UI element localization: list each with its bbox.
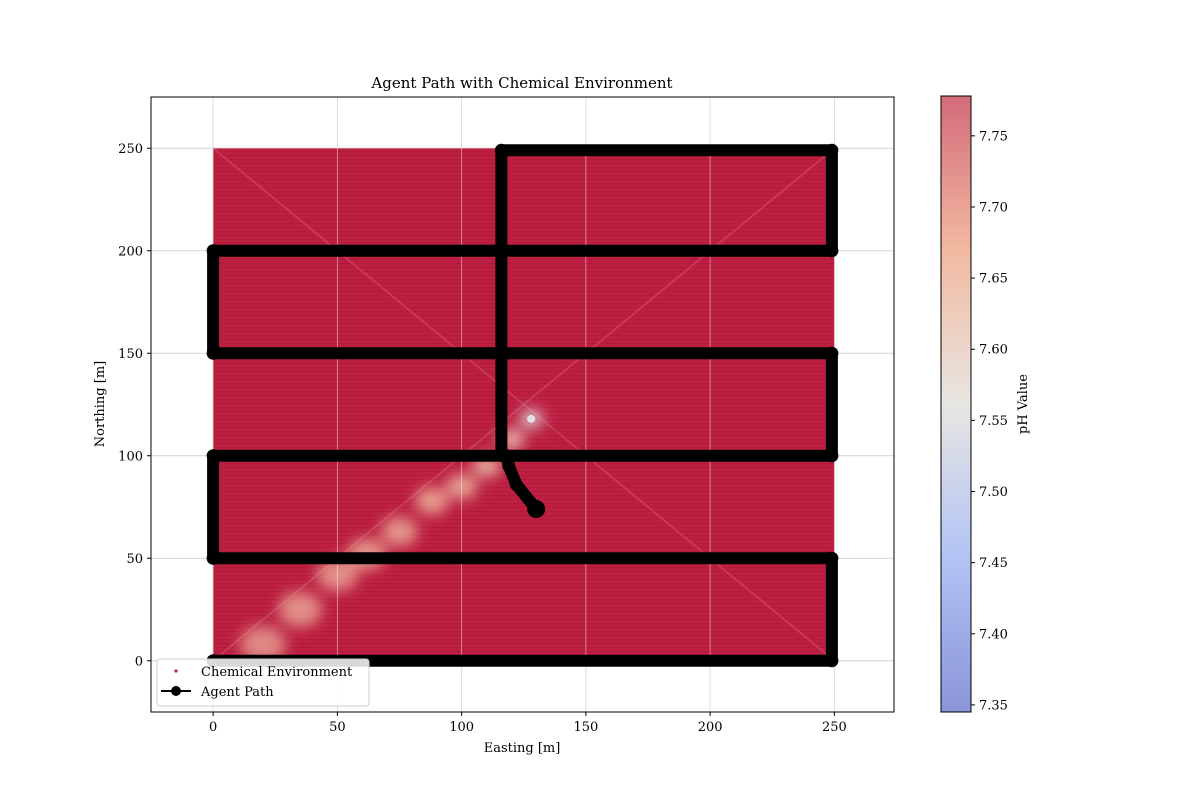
x-tick-label: 100: [449, 720, 474, 735]
x-tick-label: 200: [698, 720, 723, 735]
colorbar-tick-label: 7.50: [979, 485, 1008, 500]
colorbar-ticks: 7.35 7.40 7.45 7.50 7.55 7.60 7.65 7.70 7.75: [971, 129, 1008, 713]
y-tick-label: 150: [118, 347, 143, 362]
agent-path-point: [825, 551, 839, 565]
colorbar-label: pH Value: [1016, 374, 1031, 434]
agent-path-point: [825, 244, 839, 258]
plot-frame: [150, 96, 895, 713]
agent-path-point: [494, 346, 508, 360]
plume-sample: [278, 592, 322, 627]
chart-title: Agent Path with Chemical Environment: [370, 74, 672, 92]
colorbar-tick-label: 7.35: [979, 698, 1008, 713]
agent-path-point: [206, 551, 220, 565]
colorbar: [940, 95, 972, 713]
agent-path-layer: [206, 143, 839, 668]
y-tick-label: 100: [118, 449, 143, 464]
legend: Chemical Environment Agent Path: [156, 658, 370, 707]
plume-sample: [414, 487, 449, 515]
y-tick-label: 0: [135, 654, 143, 669]
legend-marker-agent-path: [171, 686, 181, 696]
legend-box: [156, 658, 370, 707]
x-tick-label: 150: [573, 720, 598, 735]
agent-path-point: [206, 346, 220, 360]
agent-path-point: [502, 459, 516, 473]
x-axis-label: Easting [m]: [484, 741, 561, 756]
legend-marker-environment: [174, 669, 178, 673]
x-tick-label: 250: [822, 720, 847, 735]
plume-sample: [381, 517, 418, 547]
y-tick-label: 250: [118, 142, 143, 157]
field-diagonal: [212, 147, 835, 662]
legend-label-agent-path: Agent Path: [200, 685, 274, 700]
agent-path-point: [494, 244, 508, 258]
field-diagonal: [212, 147, 835, 662]
colorbar-tick-label: 7.55: [979, 414, 1008, 429]
agent-path-point: [509, 477, 523, 491]
agent-path-point: [825, 449, 839, 463]
y-axis-label: Northing [m]: [93, 361, 108, 447]
colorbar-tick-label: 7.45: [979, 556, 1008, 571]
agent-path-point: [494, 143, 508, 157]
agent-path-point: [206, 244, 220, 258]
agent-path-point: [206, 449, 220, 463]
agent-path-point: [825, 346, 839, 360]
agent-path-point: [825, 143, 839, 157]
chemical-environment-layer: [212, 147, 835, 663]
chemical-field: [213, 148, 835, 661]
colorbar-tick-label: 7.40: [979, 627, 1008, 642]
plume-sample: [239, 625, 286, 663]
x-tick-label: 0: [209, 720, 217, 735]
colorbar-tick-label: 7.65: [979, 272, 1008, 287]
x-tick-label: 50: [329, 720, 346, 735]
y-axis-ticks: 0 50 100 150 200 250: [118, 142, 151, 669]
y-tick-label: 200: [118, 244, 143, 259]
colorbar-tick-label: 7.75: [979, 129, 1008, 144]
agent-start-point: [527, 500, 546, 519]
x-axis-ticks: 0 50 100 150 200 250: [209, 712, 847, 735]
colorbar-tick-label: 7.70: [979, 200, 1008, 215]
legend-label-environment: Chemical Environment: [201, 665, 353, 680]
colorbar-tick-label: 7.60: [979, 343, 1008, 358]
agent-path-point: [494, 447, 508, 461]
plume-source: [527, 414, 536, 423]
agent-path-point: [825, 654, 839, 668]
y-tick-label: 50: [126, 552, 143, 567]
